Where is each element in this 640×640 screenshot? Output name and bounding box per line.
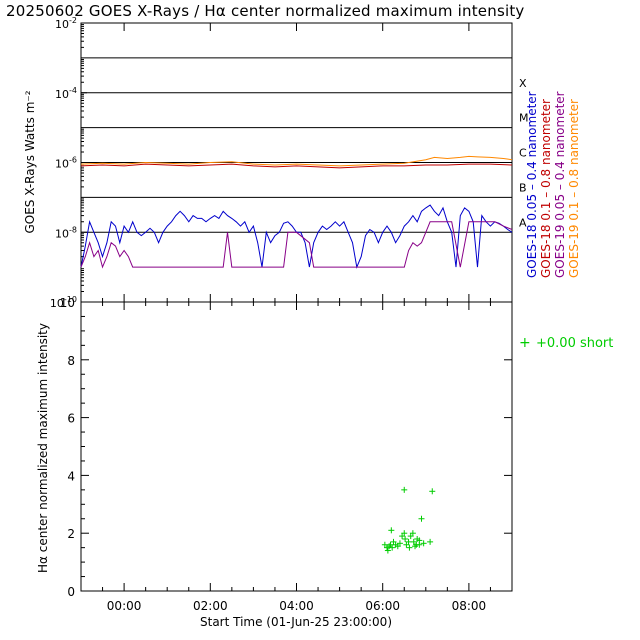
legend-entry: GOES-18 0.05 – 0.4 nanometer [525,91,539,278]
data-point [384,547,391,554]
flare-class-labels: X M C B A [519,77,529,230]
data-point [418,515,425,522]
y-tick-label: 2 [67,527,75,541]
data-point [409,530,416,537]
data-point [406,544,413,551]
flare-class-label: M [519,112,529,125]
series-line [80,155,513,167]
data-point [401,486,408,493]
legend-entry: GOES-18 0.1 – 0.8 nanometer [539,99,553,278]
flare-class-label: B [519,181,527,194]
bottom-legend-marker: + [519,335,531,351]
x-tick-label: 02:00 [193,599,228,613]
data-point [396,540,403,547]
series-line [80,204,513,269]
data-point [401,530,408,537]
y-tick-label: 10-8 [55,225,77,240]
bottom-panel-points [381,486,436,554]
data-point [429,488,436,495]
data-point [416,541,423,548]
top-panel-series [80,155,513,269]
series-line [80,221,513,269]
bottom-legend-label: +0.00 short [536,336,613,351]
legend-entry: GOES-19 0.05 – 0.4 nanometer [553,91,567,278]
bottom-panel-ylabel: Hα center normalized maximum intensity [36,323,50,573]
legend-entry: GOES-19 0.1 – 0.8 nanometer [567,99,581,278]
y-tick-label: 4 [67,469,75,483]
flare-class-label: A [519,216,527,229]
data-point [412,543,419,550]
bottom-panel-y-ticks: 0 2 4 6 8 10 [60,296,512,599]
y-tick-label: 0 [67,585,75,599]
data-point [410,538,417,545]
y-tick-label: 10-4 [55,86,77,101]
data-point [386,543,393,550]
y-tick-label: 8 [67,354,75,368]
y-tick-label: 10-2 [55,16,77,31]
data-point [427,538,434,545]
data-point [405,538,412,545]
top-panel-class-lines [81,57,512,233]
x-tick-label: 08:00 [452,599,487,613]
x-axis-label: Start Time (01-Jun-25 23:00:00) [200,615,392,629]
x-tick-label: 00:00 [107,599,142,613]
top-panel-legend: GOES-18 0.05 – 0.4 nanometer GOES-18 0.1 … [525,91,581,278]
flare-class-label: C [519,147,527,160]
data-point [389,544,396,551]
series-line [80,163,513,169]
bottom-panel-x-ticks: 00:00 02:00 04:00 06:00 08:00 [102,23,513,613]
flare-class-label: X [519,77,527,90]
x-tick-label: 04:00 [279,599,314,613]
x-tick-label: 06:00 [365,599,400,613]
top-panel-y-ticks: 10-10 10-8 10-6 10-4 10-2 [50,16,87,310]
y-tick-label: 10-10 [50,295,77,310]
chart-title: 20250602 GOES X-Rays / Hα center normali… [6,2,525,20]
bottom-legend: + +0.00 short [519,335,613,351]
y-tick-label: 10 [60,296,75,310]
data-point [388,527,395,534]
data-point [402,535,409,542]
data-point [420,540,427,547]
y-tick-label: 6 [67,412,75,426]
bottom-panel-frame [80,301,513,592]
top-panel-ylabel: GOES X-Rays Watts m⁻² [23,90,37,233]
y-tick-label: 10-6 [55,156,77,171]
